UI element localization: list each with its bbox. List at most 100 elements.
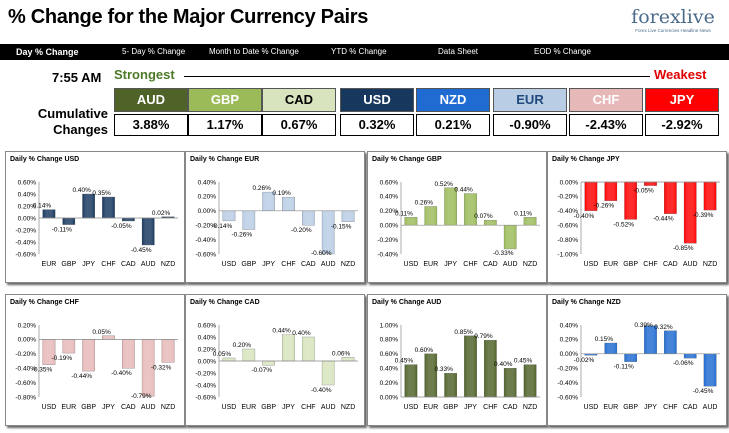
y-tick-label: -0.20% <box>195 223 216 230</box>
currency-name-cad: CAD <box>262 88 336 112</box>
chart-svg-gbp: 0.60% 0.40% 0.20% 0.00% -0.20% -0.40% 0.11% USD… <box>377 179 540 268</box>
x-category-label: CHF <box>643 261 657 268</box>
x-category-label: AUD <box>321 261 336 268</box>
tab-month-to-date-change[interactable]: Month to Date % Change <box>209 47 299 56</box>
y-tick-label: -0.60% <box>195 394 216 401</box>
x-category-label: GBP <box>443 404 458 411</box>
title-bar: % Change for the Major Currency Pairs fo… <box>0 0 729 44</box>
data-label: -0.45% <box>693 388 714 395</box>
currency-name-gbp: GBP <box>188 88 262 112</box>
data-label: 0.06% <box>332 350 351 357</box>
data-label: -0.11% <box>614 364 634 371</box>
data-label: -0.14% <box>212 223 233 230</box>
bar-highlight <box>161 216 175 218</box>
bar-highlight <box>322 210 335 254</box>
y-tick-label: 0.40% <box>380 194 399 201</box>
x-category-label: GBP <box>61 261 76 268</box>
chart-svg-aud: 1.00% 0.80% 0.60% 0.40% 0.20% 0.00% 0.45% USD 0.… <box>380 322 540 411</box>
data-label: 0.19% <box>272 190 291 197</box>
bar-highlight <box>644 182 657 186</box>
bar-highlight <box>584 182 598 211</box>
y-tick-label: -0.20% <box>195 370 216 377</box>
bar-highlight <box>282 334 295 361</box>
y-tick-label: 0.00% <box>380 223 399 230</box>
y-tick-label: -0.60% <box>15 251 36 258</box>
chart-title: Daily % Change USD <box>10 156 80 163</box>
data-label: -0.40% <box>311 387 332 394</box>
y-tick-label: 0.40% <box>198 179 217 186</box>
bar-highlight <box>122 339 135 369</box>
x-category-label: NZD <box>341 261 355 268</box>
bar-highlight <box>703 182 717 211</box>
x-category-label: CAD <box>483 261 498 268</box>
tab-day-change[interactable]: Day % Change <box>16 47 79 57</box>
y-tick-label: 0.00% <box>560 179 579 186</box>
tab-data-sheet[interactable]: Data Sheet <box>438 47 479 56</box>
bar-highlight <box>222 210 236 221</box>
y-tick-label: 0.20% <box>198 346 217 353</box>
weakest-label: Weakest <box>654 67 707 82</box>
x-category-label: GBP <box>623 261 638 268</box>
chart-panel-chf: Daily % Change CHF 0.20% 0.00% -0.20% -0.40… <box>5 294 185 426</box>
data-label: 0.14% <box>33 203 52 210</box>
bar-highlight <box>684 182 697 244</box>
y-tick-label: 0.60% <box>18 179 37 186</box>
data-label: -0.19% <box>52 355 73 362</box>
data-label: -0.79% <box>131 393 152 400</box>
x-category-label: CAD <box>121 261 136 268</box>
tab-5day-change[interactable]: 5- Day % Change <box>122 47 186 56</box>
bar-highlight <box>302 337 315 361</box>
y-tick-label: -0.20% <box>557 194 578 201</box>
bar-highlight <box>62 218 75 225</box>
x-category-label: JPY <box>444 261 457 268</box>
chart-panel-nzd: Daily % Change NZD 0.40% 0.20% 0.00% -0.20%… <box>547 294 727 426</box>
bar-highlight <box>102 335 115 340</box>
y-tick-label: 0.40% <box>18 191 37 198</box>
bar-highlight <box>102 197 115 218</box>
bar-highlight <box>504 225 517 249</box>
x-category-label: JPY <box>464 404 477 411</box>
currency-value-gbp: 1.17% <box>188 114 262 136</box>
chart-title: Daily % Change JPY <box>552 156 620 163</box>
bar-highlight <box>322 361 335 385</box>
tab-ytd-change[interactable]: YTD % Change <box>331 47 387 56</box>
data-label: -0.05% <box>111 223 132 230</box>
currency-card-cad: CAD 0.67% <box>262 88 336 136</box>
currency-card-gbp: GBP 1.17% <box>188 88 262 136</box>
data-label: -0.26% <box>594 203 615 210</box>
tab-eod-change[interactable]: EOD % Change <box>534 47 591 56</box>
data-label: -0.15% <box>331 224 352 231</box>
y-tick-label: -0.60% <box>557 223 578 230</box>
page-title: % Change for the Major Currency Pairs <box>8 6 369 28</box>
x-category-label: EUR <box>42 261 57 268</box>
header: % Change for the Major Currency Pairs fo… <box>0 0 729 44</box>
y-tick-label: -0.40% <box>15 366 36 373</box>
currency-name-chf: CHF <box>569 88 643 112</box>
currency-card-chf: CHF -2.43% <box>569 88 643 136</box>
data-label: 0.20% <box>233 342 252 349</box>
y-tick-label: -0.40% <box>15 239 36 246</box>
bar-highlight <box>404 217 418 226</box>
bar-highlight <box>302 210 315 226</box>
bar-highlight <box>703 353 717 387</box>
x-category-label: CHF <box>301 404 315 411</box>
bar-highlight <box>484 340 497 397</box>
data-label: 0.32% <box>654 324 673 331</box>
data-label: 0.40% <box>292 330 311 337</box>
bar-highlight <box>644 325 657 354</box>
data-label: 0.39% <box>634 322 653 329</box>
x-category-label: CAD <box>301 261 316 268</box>
y-tick-label: -0.40% <box>195 237 216 244</box>
y-tick-label: 0.00% <box>198 358 217 365</box>
y-tick-label: 0.20% <box>380 208 399 215</box>
chart-title: Daily % Change CAD <box>190 299 260 306</box>
bar-highlight <box>624 182 637 220</box>
x-category-label: EUR <box>603 404 618 411</box>
bar-highlight <box>142 339 155 397</box>
data-label: 0.45% <box>395 358 414 365</box>
forexlive-logo[interactable]: forexlive Forex Live Currencies Headline… <box>624 6 722 42</box>
strength-ranking-line <box>184 76 650 77</box>
data-label: -0.26% <box>232 232 253 239</box>
x-category-label: USD <box>584 404 599 411</box>
chart-panel-aud: Daily % Change AUD 1.00% 0.80% 0.60% 0.40% 0… <box>367 294 547 426</box>
